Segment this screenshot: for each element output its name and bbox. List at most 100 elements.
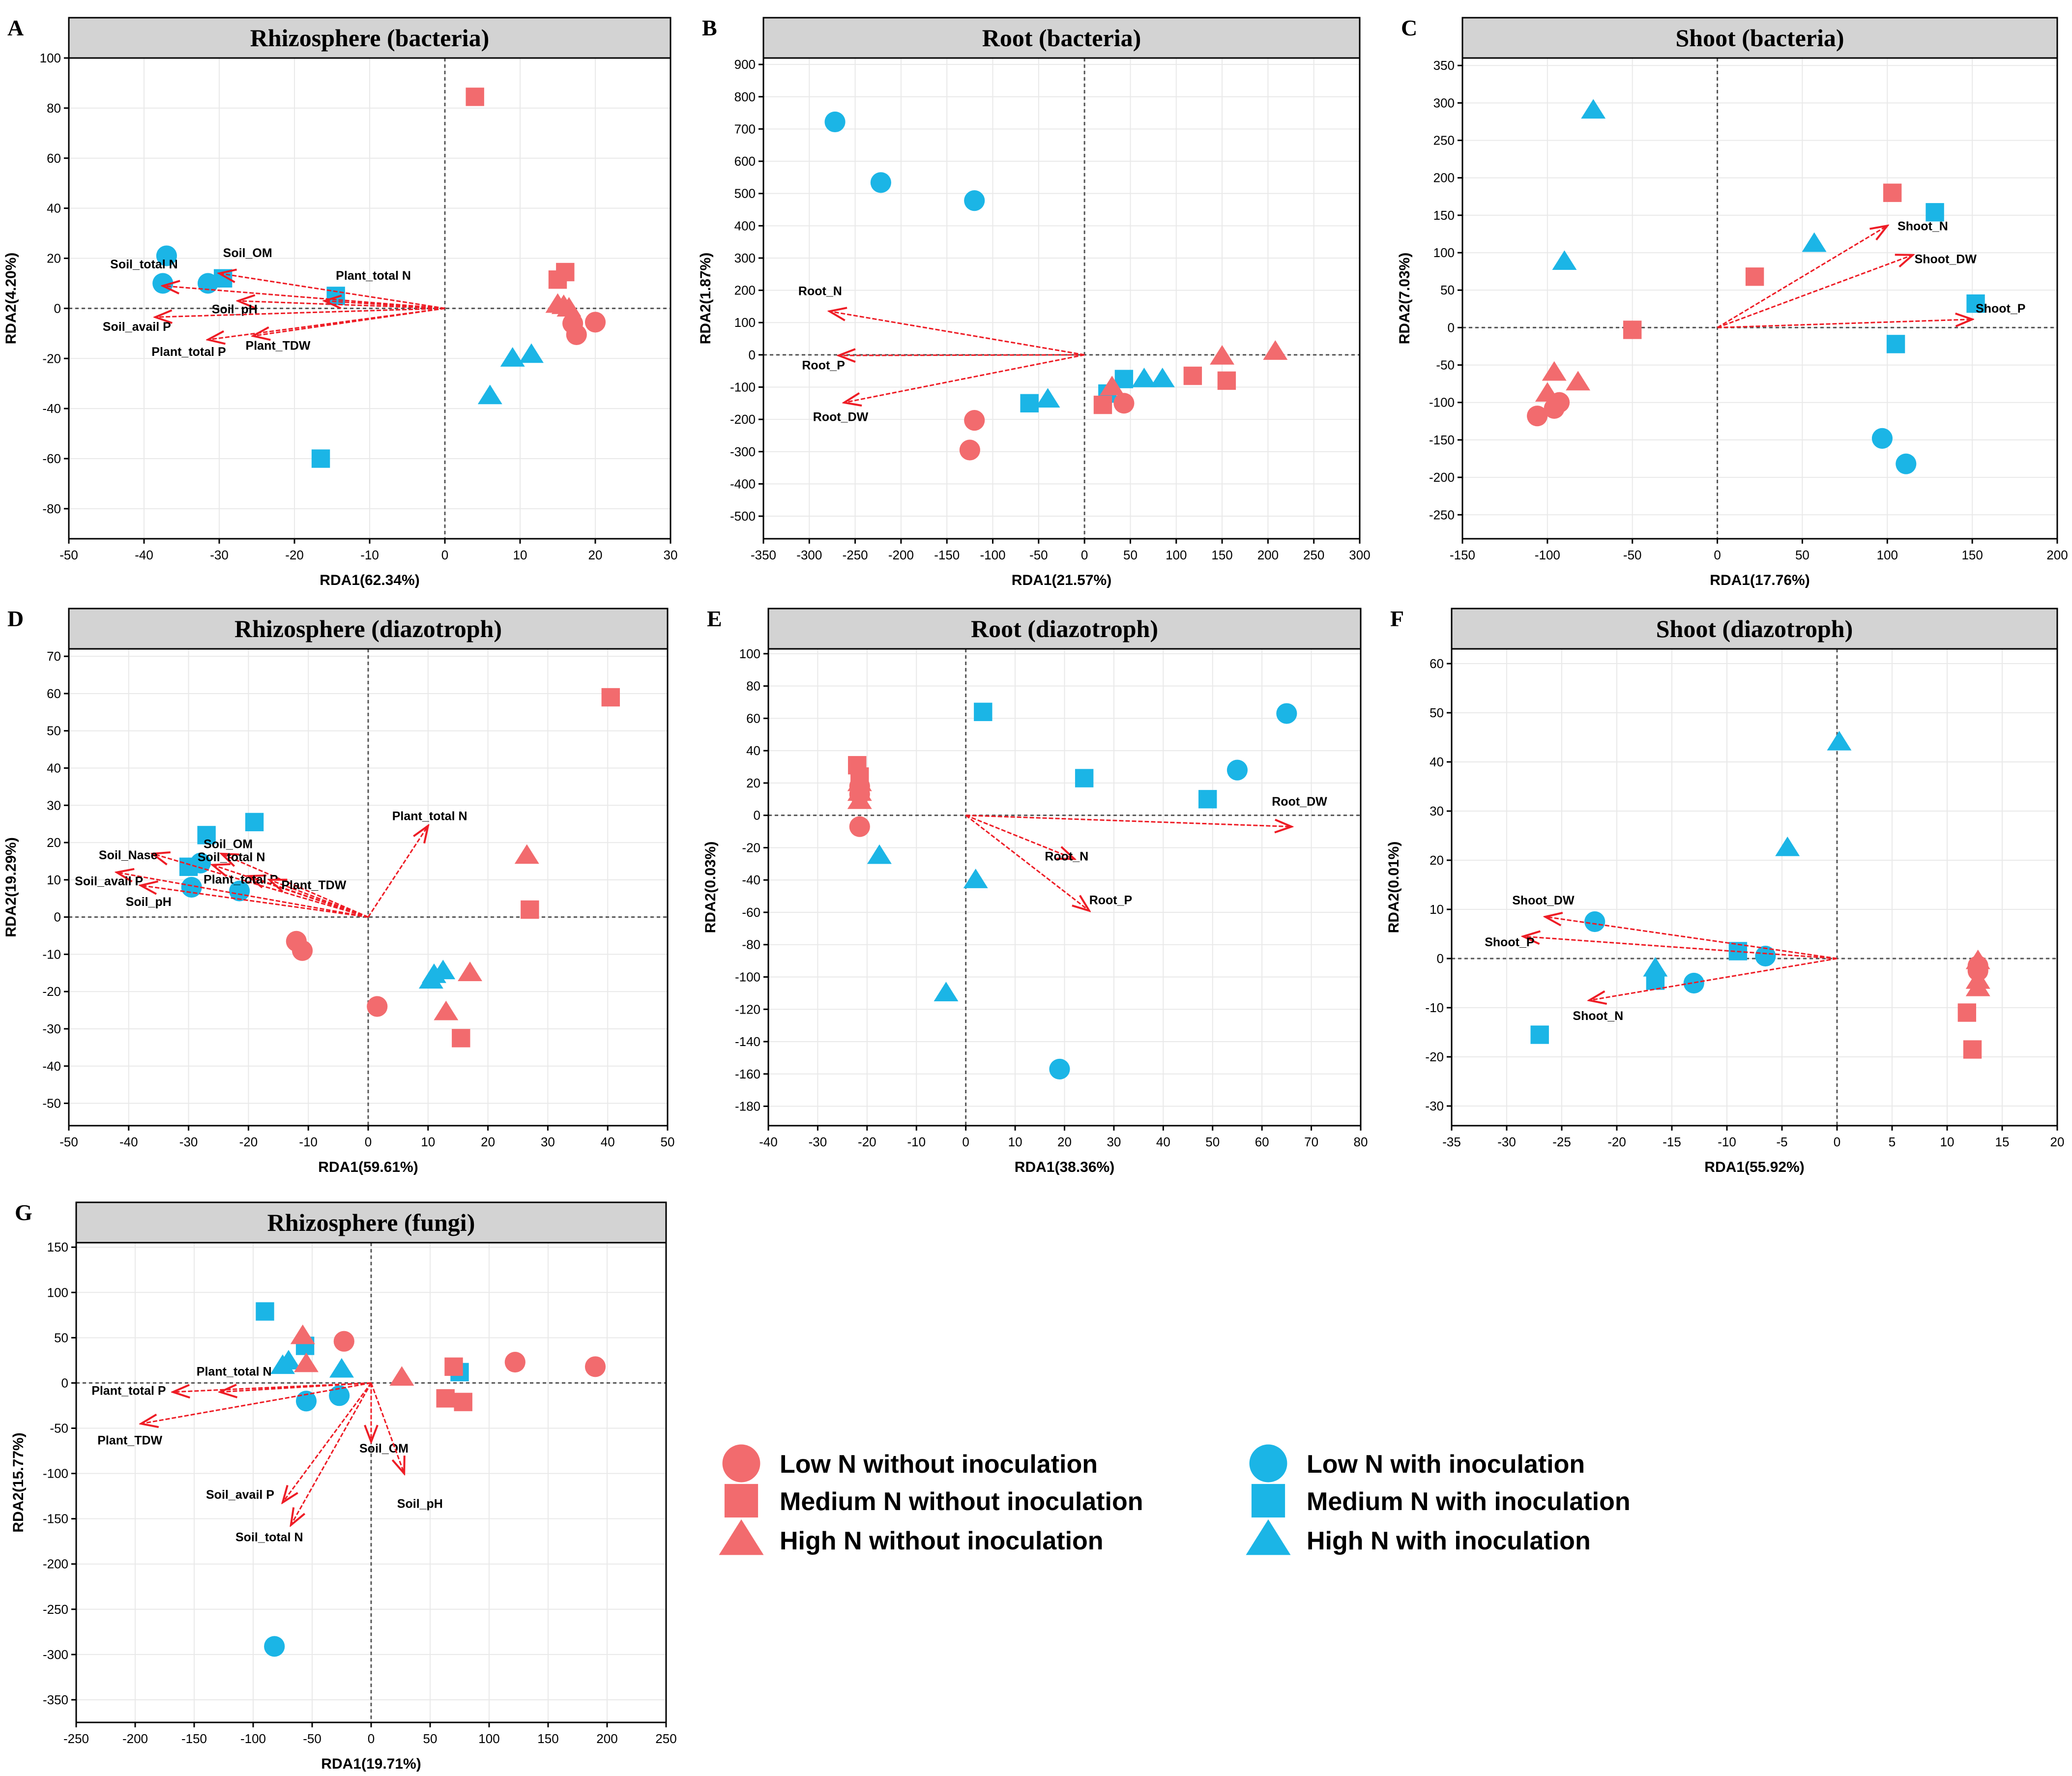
panel-letter: D (7, 606, 24, 631)
x-tick-label: -150 (934, 548, 960, 562)
data-point-high-with (1552, 250, 1577, 270)
y-tick-label: -200 (730, 412, 756, 427)
panel-title: Rhizosphere (fungi) (267, 1209, 475, 1236)
y-tick-label: 50 (1440, 283, 1455, 297)
env-label: Root_N (798, 284, 842, 298)
data-point-low-with (1896, 453, 1917, 474)
x-tick-label: 30 (664, 548, 678, 562)
data-point-low-without (367, 996, 388, 1017)
y-tick-label: 10 (1430, 902, 1444, 917)
x-tick-label: 20 (481, 1135, 495, 1149)
data-point-low-with (1226, 759, 1248, 781)
data-point-low-without (1113, 393, 1135, 414)
legend-label: High N without inoculation (780, 1527, 1104, 1555)
x-tick-label: 250 (655, 1731, 676, 1746)
env-arrow (965, 815, 1075, 859)
x-tick-label: 30 (541, 1135, 555, 1149)
y-tick-label: -400 (730, 476, 756, 491)
x-tick-label: 50 (423, 1731, 438, 1746)
y-tick-label: -20 (1425, 1049, 1444, 1064)
y-tick-label: -10 (42, 947, 61, 961)
env-arrow (291, 1382, 372, 1525)
y-tick-label: -500 (730, 509, 756, 524)
x-tick-label: 5 (1889, 1135, 1896, 1149)
y-axis-title: RDA2(1.87%) (698, 253, 714, 345)
y-tick-label: 20 (47, 251, 61, 266)
y-tick-label: -20 (42, 351, 61, 366)
panel-letter: A (7, 15, 24, 40)
data-point-med-with (1886, 335, 1905, 353)
legend-marker-square (724, 1484, 759, 1518)
y-tick-label: -80 (742, 937, 760, 952)
legend-label: Medium N with inoculation (1307, 1487, 1631, 1516)
env-label: Root_DW (813, 410, 869, 424)
data-point-low-with (1871, 428, 1893, 449)
env-label: Plant_total N (392, 810, 467, 823)
x-tick-label: 150 (537, 1731, 558, 1746)
data-point-med-without (466, 87, 484, 106)
data-point-low-without (849, 816, 870, 837)
y-tick-label: 0 (749, 348, 756, 362)
x-tick-label: 50 (1123, 548, 1138, 562)
env-label: Soil_OM (359, 1442, 409, 1456)
title-strip (762, 17, 1361, 59)
data-point-med-without (1217, 371, 1236, 390)
data-point-high-without (1100, 376, 1125, 396)
data-point-high-with (1643, 957, 1668, 977)
data-point-low-with (229, 880, 250, 902)
y-tick-label: -300 (730, 444, 756, 459)
data-point-med-without (556, 262, 575, 282)
x-axis-title: RDA1(19.71%) (321, 1756, 421, 1772)
y-axis-title: RDA2(19.29%) (3, 837, 19, 937)
y-tick-label: -250 (43, 1602, 68, 1617)
env-label: Root_DW (1272, 795, 1327, 809)
legend-item-high-with: High N with inoculation (1246, 1519, 1591, 1555)
panel-b: Root (bacteria) B -350 -300 -250 -200 -150 -100… (698, 15, 1371, 588)
data-point-med-without (1745, 267, 1764, 286)
data-point-med-without (1183, 366, 1202, 385)
panel-letter: B (702, 15, 717, 40)
y-tick-label: 0 (754, 808, 760, 823)
data-point-high-with (867, 844, 892, 864)
x-tick-label: 300 (1349, 548, 1370, 562)
y-tick-label: -50 (1436, 358, 1455, 373)
y-tick-label: 250 (1433, 133, 1455, 148)
x-tick-label: 30 (1107, 1135, 1121, 1149)
y-tick-label: 100 (734, 315, 756, 330)
y-tick-label: 800 (734, 89, 756, 104)
y-tick-label: 30 (47, 798, 61, 813)
env-label: Soil_total N (198, 850, 265, 864)
env-label: Soil_total N (235, 1531, 303, 1544)
env-label: Soil_OM (223, 246, 272, 260)
data-point-low-without (584, 1356, 606, 1377)
env-label: Shoot_N (1897, 219, 1948, 233)
data-point-high-with (1802, 232, 1827, 252)
data-point-low-without (1527, 406, 1548, 427)
env-arrow (829, 311, 1085, 356)
data-point-low-with (156, 245, 177, 266)
data-point-low-without (333, 1331, 354, 1352)
data-point-low-with (1755, 945, 1776, 967)
panel-e: Root (diazotroph)E-40 -30 -20 -10 0 10 20 30 40 5… (702, 606, 1368, 1175)
legend-label: High N with inoculation (1307, 1527, 1591, 1555)
env-arrow (1589, 958, 1838, 1000)
y-tick-label: 60 (746, 711, 760, 726)
panel-title: Rhizosphere (diazotroph) (234, 615, 502, 642)
x-tick-label: -50 (59, 1135, 78, 1149)
y-tick-label: -160 (735, 1067, 760, 1081)
x-tick-label: -25 (1552, 1135, 1571, 1149)
y-tick-label: 50 (47, 724, 61, 738)
x-tick-label: -10 (299, 1135, 318, 1149)
env-label: Root_P (802, 358, 845, 372)
x-tick-label: 200 (2046, 548, 2068, 562)
data-point-low-with (152, 273, 174, 294)
env-label: Shoot_N (1573, 1009, 1623, 1023)
data-point-low-without (504, 1351, 525, 1373)
data-point-low-without (566, 324, 587, 345)
x-tick-label: 0 (441, 548, 448, 562)
y-tick-label: -10 (1425, 1000, 1444, 1015)
env-label: Soil_pH (126, 895, 172, 909)
data-point-med-with (197, 826, 216, 844)
x-tick-label: -40 (119, 1135, 138, 1149)
